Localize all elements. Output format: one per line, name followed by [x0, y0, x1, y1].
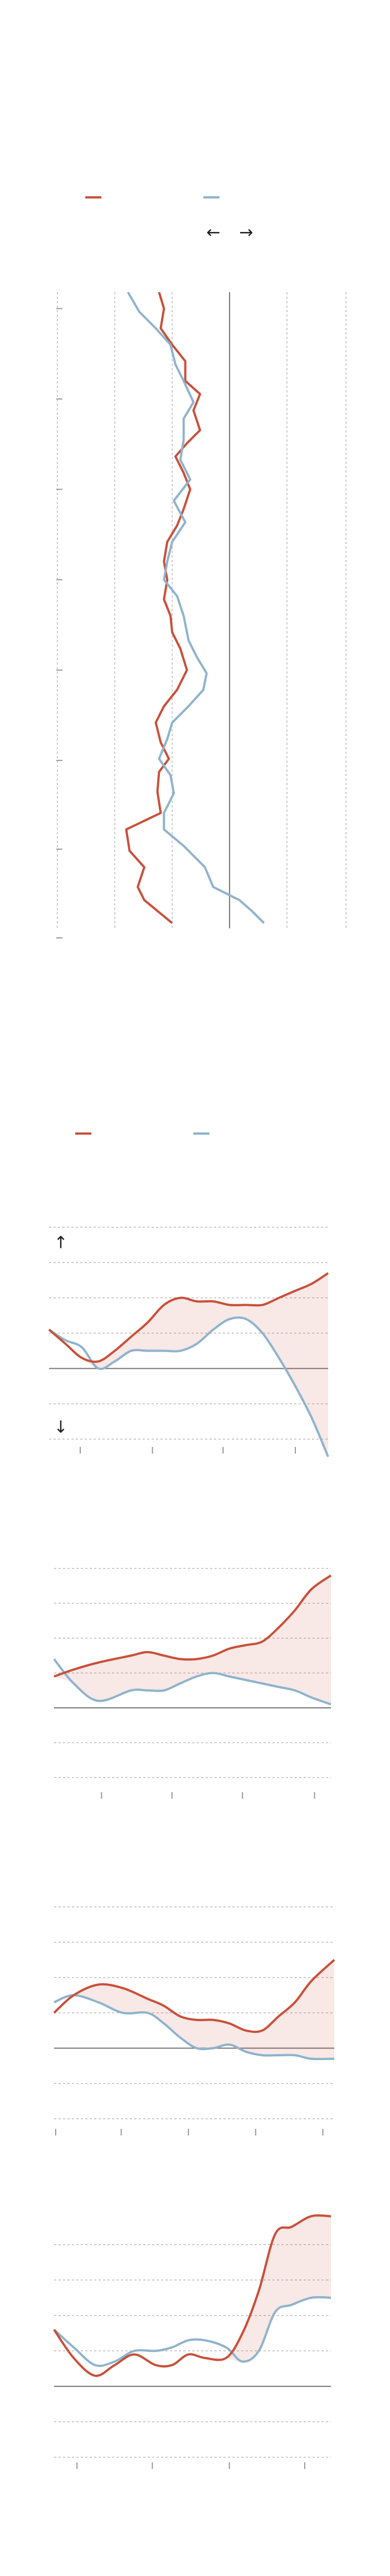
gap-area — [54, 2215, 331, 2376]
series-line — [48, 1272, 329, 1363]
annotation: → — [239, 223, 253, 243]
gap-area — [54, 1960, 334, 2059]
series-line — [53, 1994, 335, 2060]
series-line — [53, 2214, 332, 2377]
annotation: ↓ — [53, 1418, 67, 1437]
series-line — [53, 1959, 335, 2033]
series-line — [125, 292, 202, 924]
series-line — [126, 291, 265, 924]
annotation: ← — [206, 223, 220, 243]
gap-area — [54, 1575, 331, 1705]
series-line — [48, 1316, 329, 1458]
annotation: ↑ — [53, 1233, 67, 1253]
series-line — [53, 2296, 332, 2367]
gap-area — [49, 1273, 328, 1457]
series-line — [53, 1574, 332, 1678]
series-line — [53, 1658, 332, 1706]
